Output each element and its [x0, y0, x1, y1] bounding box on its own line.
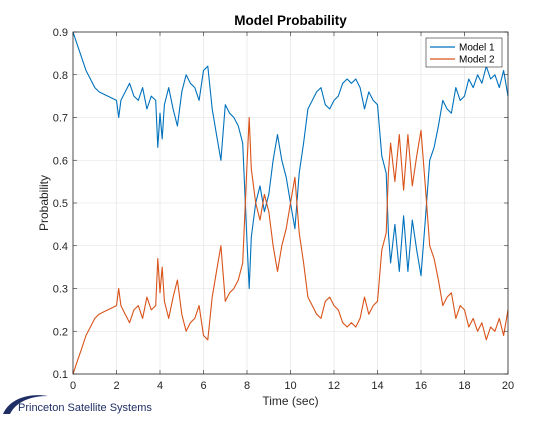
x-tick-label: 0 — [70, 380, 76, 392]
brand-text: Princeton Satellite Systems — [18, 402, 152, 414]
series-line-model-2 — [72, 116, 509, 375]
y-axis-label: Probability — [37, 175, 51, 231]
y-tick-label: 0.8 — [53, 70, 68, 82]
logo-swoosh-icon — [3, 395, 48, 414]
series-layer — [72, 31, 509, 375]
x-tick-label: 6 — [200, 380, 206, 392]
x-tick-label: 12 — [328, 380, 340, 392]
legend-label-model-1: Model 1 — [459, 43, 495, 54]
legend-box — [425, 37, 503, 68]
y-tick-label: 0.5 — [53, 198, 68, 210]
series-line-model-1 — [72, 31, 509, 290]
y-tick-label: 0.2 — [53, 326, 68, 338]
x-tick-label: 16 — [415, 380, 427, 392]
x-tick-label: 18 — [458, 380, 470, 392]
axis-ticks: 0 2 4 6 8 10 12 14 16 18 20 0.1 0.2 0.3 0.4 0.5 0.6 0.7 0.… — [53, 27, 514, 392]
x-tick-label: 20 — [502, 380, 514, 392]
x-tick-label: 8 — [244, 380, 250, 392]
x-tick-label: 10 — [284, 380, 296, 392]
y-tick-label: 0.7 — [53, 113, 68, 125]
legend: Model 1 Model 2 — [425, 37, 503, 68]
x-tick-label: 14 — [371, 380, 383, 392]
y-tick-label: 0.9 — [53, 27, 68, 39]
x-tick-label: 2 — [113, 380, 119, 392]
legend-label-model-2: Model 2 — [459, 55, 495, 66]
y-tick-label: 0.4 — [53, 241, 68, 253]
chart-title: Model Probability — [234, 13, 347, 28]
x-tick-label: 4 — [157, 380, 163, 392]
y-tick-label: 0.1 — [53, 369, 68, 381]
x-axis-label: Time (sec) — [262, 394, 318, 408]
brand-logo: Princeton Satellite Systems — [3, 395, 152, 414]
y-tick-label: 0.6 — [53, 155, 68, 167]
y-tick-label: 0.3 — [53, 284, 68, 296]
